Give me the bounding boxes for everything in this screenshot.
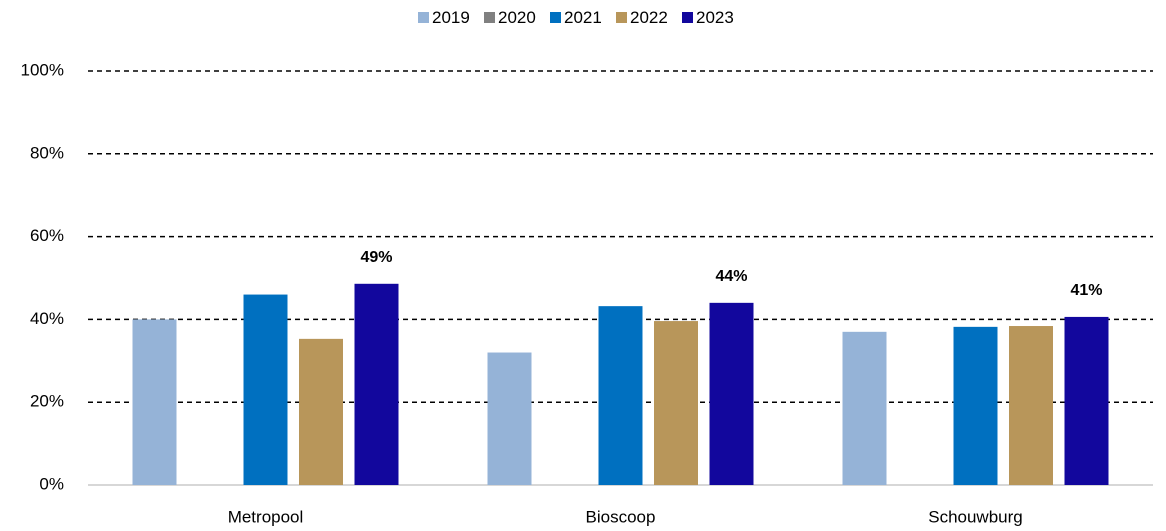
bar	[243, 294, 288, 485]
data-label: 41%	[1070, 282, 1102, 299]
x-tick-label: Metropool	[228, 507, 304, 526]
legend-label: 2019	[432, 8, 470, 27]
data-label: 44%	[715, 268, 747, 285]
bar	[354, 283, 399, 485]
bar	[1009, 326, 1053, 485]
bar	[654, 321, 698, 485]
y-tick-label: 0%	[39, 474, 64, 493]
legend-swatch	[484, 12, 495, 23]
y-tick-label: 40%	[30, 309, 64, 328]
bar	[132, 319, 177, 485]
x-tick-label: Bioscoop	[586, 507, 656, 526]
y-tick-label: 80%	[30, 143, 64, 162]
legend-label: 2021	[564, 8, 602, 27]
data-label: 49%	[360, 249, 392, 266]
bar	[598, 306, 643, 485]
bar	[487, 352, 532, 485]
legend-label: 2022	[630, 8, 668, 27]
legend-swatch	[682, 12, 693, 23]
y-tick-label: 20%	[30, 392, 64, 411]
legend-label: 2020	[498, 8, 536, 27]
bar	[709, 302, 754, 485]
y-tick-label: 100%	[21, 60, 64, 79]
legend-label: 2023	[696, 8, 734, 27]
bar	[299, 338, 343, 485]
legend-swatch	[550, 12, 561, 23]
x-tick-label: Schouwburg	[928, 507, 1023, 526]
y-tick-label: 60%	[30, 226, 64, 245]
legend-swatch	[616, 12, 627, 23]
bar	[842, 331, 887, 485]
bar	[1064, 316, 1109, 485]
bar	[953, 326, 998, 485]
legend-swatch	[418, 12, 429, 23]
